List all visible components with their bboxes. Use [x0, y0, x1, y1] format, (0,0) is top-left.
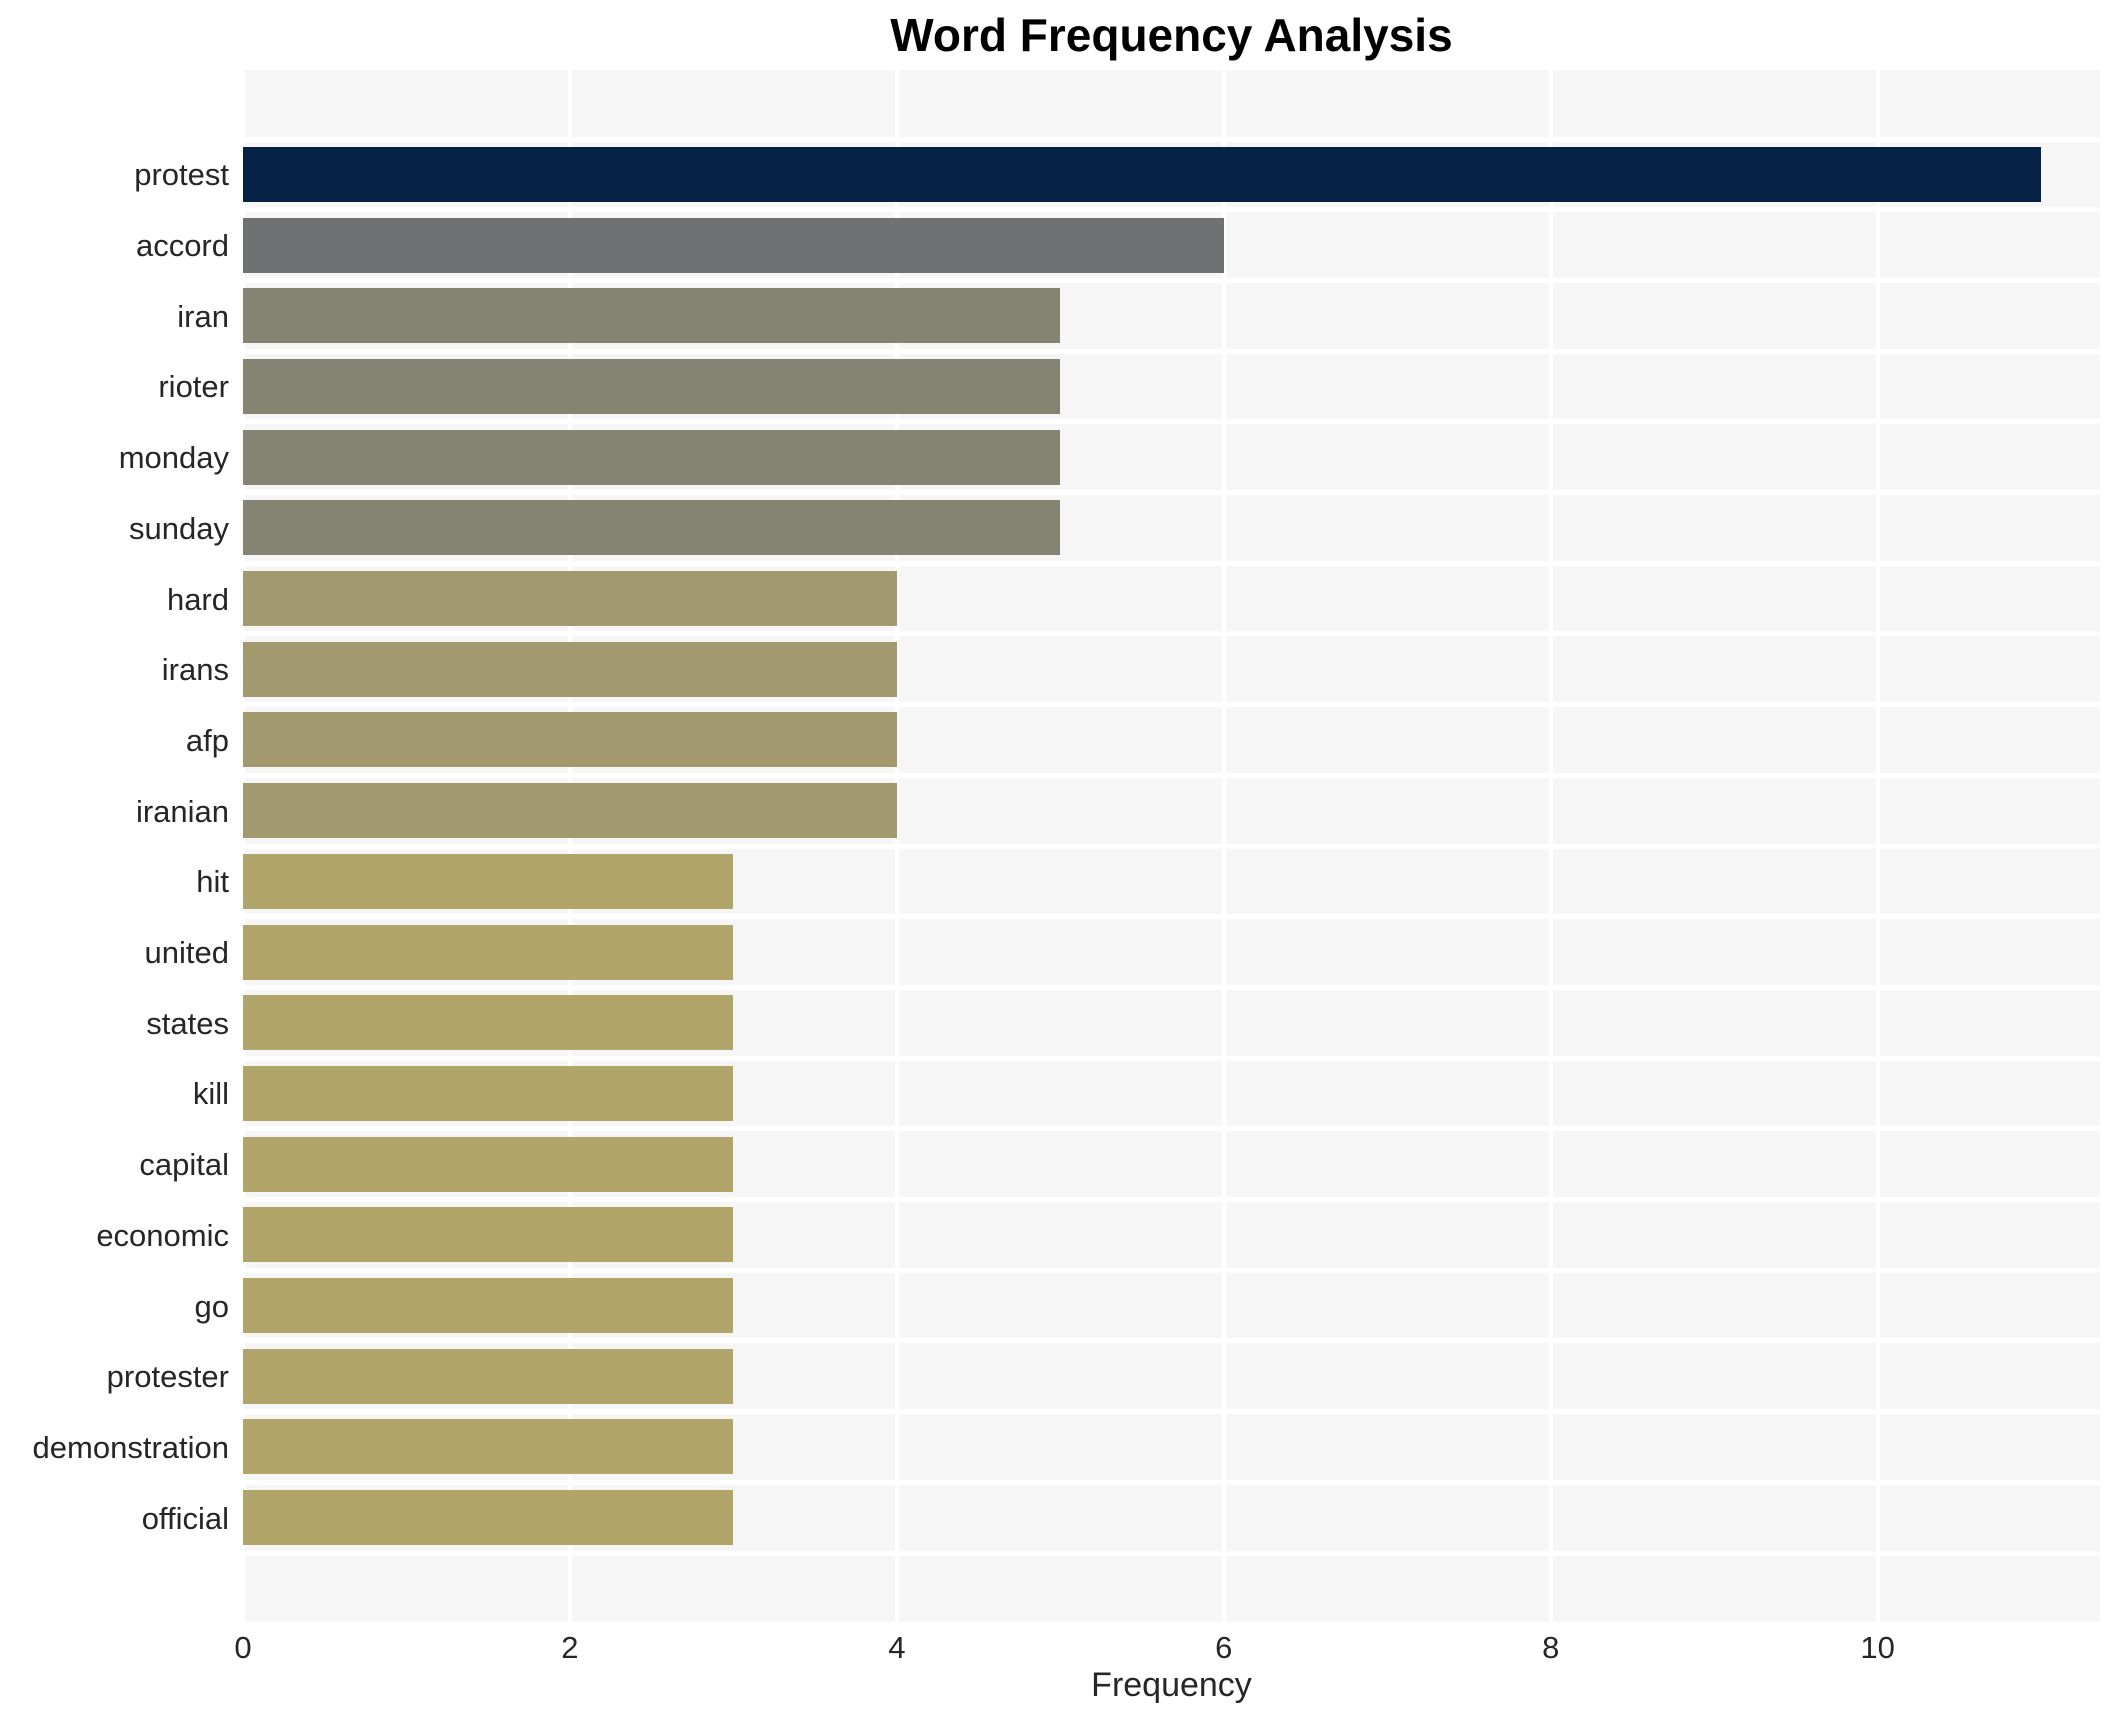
row-gridline	[243, 1479, 2100, 1485]
x-tick-label-2: 2	[561, 1630, 579, 1665]
row-gridline	[243, 772, 2100, 778]
row-gridline	[243, 1338, 2100, 1344]
bar-hit	[243, 853, 734, 909]
bar-sunday	[243, 500, 1061, 556]
bar-iran	[243, 288, 1061, 344]
x-gridline-6	[1221, 70, 1226, 1622]
row-gridline	[243, 207, 2100, 213]
row-gridline	[243, 490, 2100, 495]
bar-protest	[243, 146, 2042, 202]
bar-irans	[243, 641, 897, 697]
x-tick-label-0: 0	[234, 1630, 252, 1665]
x-gridline-0	[241, 70, 245, 1622]
y-tick-label-demonstration: demonstration	[32, 1429, 229, 1465]
y-tick-label-iran: iran	[177, 298, 229, 334]
row-gridline	[243, 1550, 2100, 1556]
row-gridline	[243, 136, 2100, 142]
chart-title: Word Frequency Analysis	[890, 9, 1453, 61]
row-gridline	[243, 1267, 2100, 1273]
bar-kill	[243, 1065, 734, 1121]
bar-states	[243, 995, 734, 1051]
y-tick-label-official: official	[141, 1500, 229, 1536]
x-gridline-10	[1875, 70, 1880, 1622]
row-gridline	[243, 560, 2100, 566]
y-tick-label-hit: hit	[196, 864, 229, 900]
y-tick-label-united: united	[144, 935, 229, 971]
y-tick-label-iranian: iranian	[135, 793, 229, 829]
y-tick-label-kill: kill	[192, 1076, 229, 1112]
y-tick-label-protester: protester	[106, 1359, 229, 1395]
y-tick-label-protest: protest	[134, 157, 229, 193]
x-tick-label-4: 4	[888, 1630, 906, 1665]
row-gridline	[243, 419, 2100, 425]
bar-capital	[243, 1136, 734, 1192]
y-tick-label-rioter: rioter	[158, 369, 229, 405]
x-gridline-2	[567, 70, 572, 1622]
bar-monday	[243, 429, 1061, 485]
y-tick-label-states: states	[146, 1005, 229, 1041]
bar-demonstration	[243, 1419, 734, 1475]
bar-protester	[243, 1348, 734, 1404]
row-gridline	[243, 702, 2100, 708]
row-gridline	[243, 631, 2100, 637]
x-gridline-8	[1548, 70, 1553, 1622]
bar-afp	[243, 712, 897, 768]
y-tick-label-accord: accord	[135, 228, 229, 264]
y-tick-label-capital: capital	[139, 1147, 229, 1183]
plot-area	[241, 70, 2100, 1622]
bar-hard	[243, 571, 897, 627]
y-tick-label-sunday: sunday	[129, 510, 229, 546]
bar-united	[243, 924, 734, 980]
bar-accord	[243, 217, 1224, 273]
row-gridline	[243, 1409, 2100, 1415]
row-gridline	[243, 984, 2100, 990]
row-gridline	[243, 1126, 2100, 1132]
x-axis-title: Frequency	[1091, 1666, 1252, 1704]
x-tick-label-8: 8	[1542, 1630, 1560, 1665]
row-gridline	[243, 843, 2100, 849]
y-tick-label-hard: hard	[166, 581, 229, 617]
y-tick-label-monday: monday	[118, 440, 229, 476]
y-tick-label-irans: irans	[161, 652, 229, 688]
y-tick-label-economic: economic	[96, 1217, 229, 1253]
y-tick-label-go: go	[194, 1288, 229, 1324]
bar-official	[243, 1490, 734, 1546]
row-gridline	[243, 914, 2100, 920]
x-gridline-4	[894, 70, 899, 1622]
bar-iranian	[243, 783, 897, 839]
bar-go	[243, 1278, 734, 1334]
bar-rioter	[243, 358, 1061, 414]
y-tick-label-afp: afp	[185, 722, 229, 758]
x-tick-label-10: 10	[1860, 1630, 1895, 1665]
bar-economic	[243, 1207, 734, 1263]
row-gridline	[243, 1197, 2100, 1202]
row-gridline	[243, 348, 2100, 354]
x-tick-label-6: 6	[1215, 1630, 1233, 1665]
row-gridline	[243, 1055, 2100, 1061]
row-gridline	[243, 277, 2100, 283]
